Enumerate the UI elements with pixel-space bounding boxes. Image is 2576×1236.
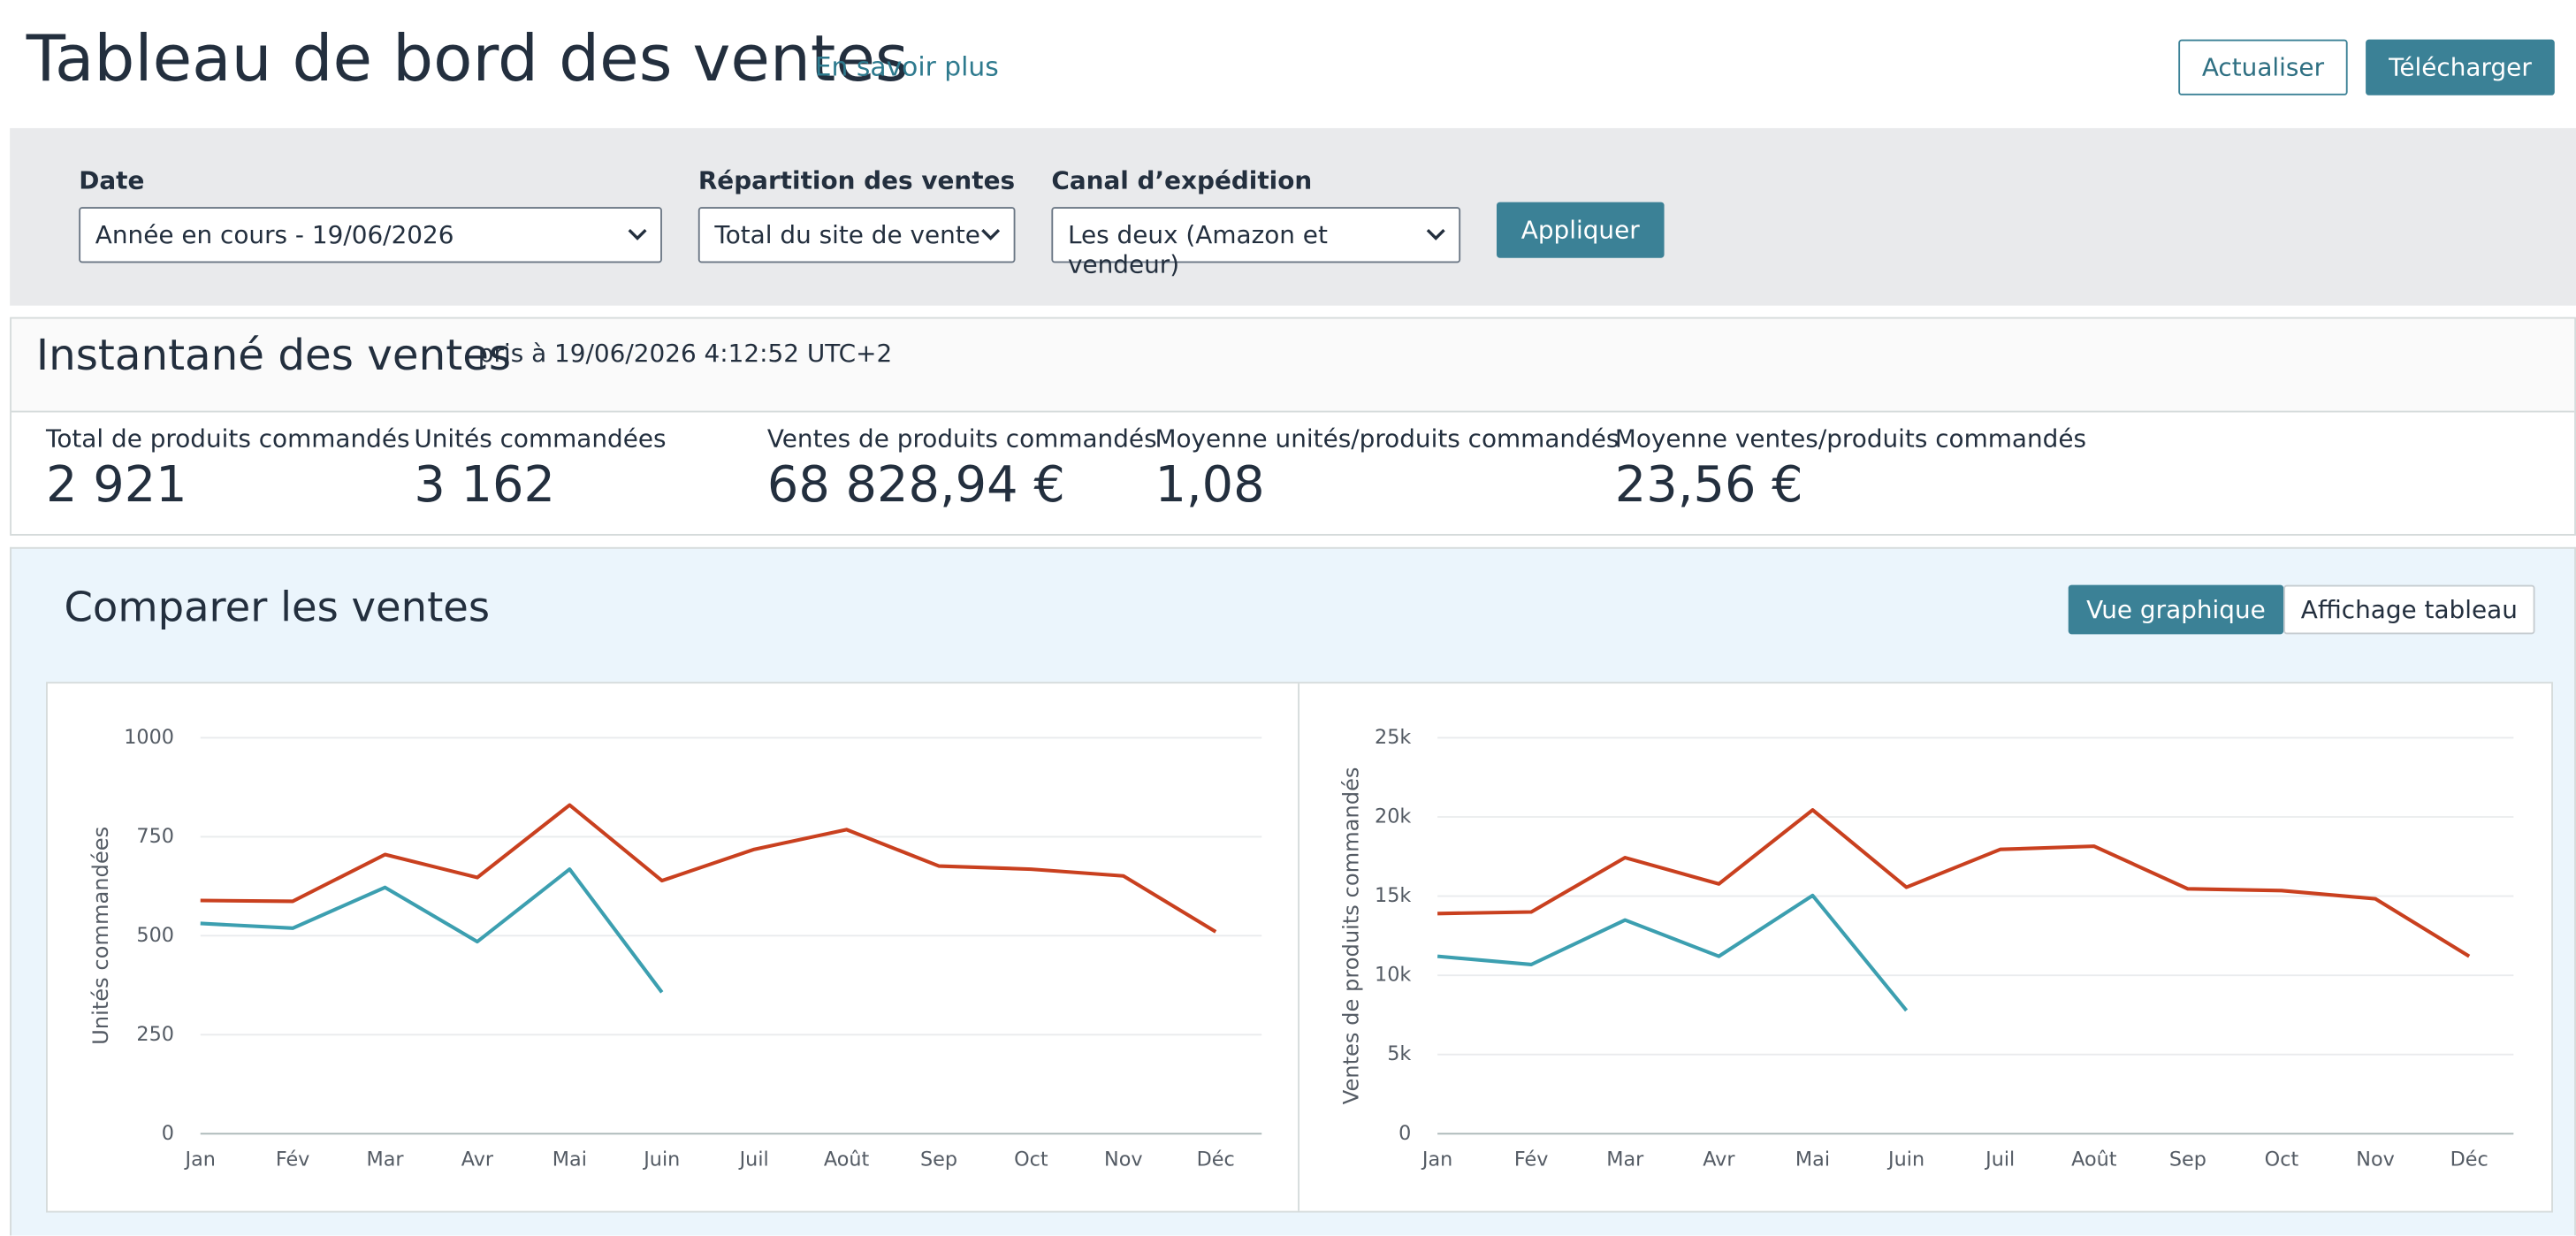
snapshot-header <box>11 318 2575 413</box>
metric-label: Moyenne unités/produits commandés <box>1155 423 1620 454</box>
series-line <box>200 803 1217 934</box>
y-tick-label: 500 <box>136 924 174 947</box>
page-title: Tableau de bord des ventes <box>26 23 909 97</box>
x-tick-label: Oct <box>2265 1148 2299 1171</box>
x-tick-label: Juil <box>738 1148 769 1171</box>
series-line <box>200 867 664 994</box>
x-tick-label: Août <box>2071 1148 2117 1171</box>
filter-label: Canal d’expédition <box>1051 165 1313 196</box>
filter-value: Les deux (Amazon et vendeur) <box>1067 220 1328 279</box>
filter-select[interactable]: Les deux (Amazon et vendeur) <box>1051 207 1461 279</box>
snapshot-panel <box>10 317 2576 536</box>
x-tick-label: Mai <box>553 1148 587 1171</box>
x-tick-label: Avr <box>1703 1148 1735 1171</box>
metric-value: 23,56 € <box>1614 456 1803 515</box>
x-tick-label: Nov <box>1104 1148 1143 1171</box>
apply-button[interactable]: Appliquer <box>1497 202 1665 258</box>
x-tick-label: Jan <box>184 1148 216 1171</box>
x-tick-label: Mar <box>367 1148 405 1171</box>
filter-select[interactable]: Total du site de vente <box>697 207 1016 263</box>
x-tick-label: Août <box>824 1148 870 1171</box>
y-axis-title: Unités commandées <box>88 827 113 1045</box>
learn-more-link[interactable]: En savoir plus <box>814 50 999 82</box>
metric-label: Unités commandées <box>414 423 667 454</box>
metric-value: 1,08 <box>1155 456 1265 515</box>
y-tick-label: 750 <box>136 825 174 848</box>
metric-label: Ventes de produits commandés <box>766 423 1157 454</box>
filter-label: Date <box>79 165 145 196</box>
y-tick-label: 250 <box>136 1023 174 1046</box>
x-tick-label: Sep <box>920 1148 957 1171</box>
x-tick-label: Fév <box>1514 1148 1549 1171</box>
x-tick-label: Mar <box>1606 1148 1644 1171</box>
x-tick-label: Nov <box>2356 1148 2395 1171</box>
metric-label: Moyenne ventes/produits commandés <box>1614 423 2087 454</box>
charts-panel <box>46 682 2553 1213</box>
y-tick-label: 20k <box>1375 805 1411 828</box>
filter-select[interactable]: Année en cours - 19/06/2026 <box>79 207 662 263</box>
snapshot-title: Instantané des ventes <box>35 332 512 382</box>
x-tick-label: Juin <box>642 1148 680 1171</box>
x-tick-label: Jan <box>1421 1148 1452 1171</box>
y-tick-label: 15k <box>1375 884 1411 907</box>
x-tick-label: Fév <box>276 1148 310 1171</box>
y-tick-label: 0 <box>162 1122 174 1145</box>
filter-label: Répartition des ventes <box>697 165 1016 196</box>
y-tick-label: 5k <box>1387 1042 1411 1065</box>
metric-label: Total de produits commandés <box>46 423 410 454</box>
metric-value: 2 921 <box>46 456 187 515</box>
x-tick-label: Juin <box>1886 1148 1924 1171</box>
y-tick-label: 25k <box>1375 726 1411 749</box>
x-tick-label: Oct <box>1014 1148 1048 1171</box>
filter-value: Total du site de vente <box>714 220 980 250</box>
table-view-toggle[interactable]: Affichage tableau <box>2283 584 2535 635</box>
download-button[interactable]: Télécharger <box>2366 39 2555 95</box>
snapshot-timestamp: pris à 19/06/2026 4:12:52 UTC+2 <box>477 338 893 369</box>
x-tick-label: Juil <box>1984 1148 2015 1171</box>
chevron <box>981 228 1001 240</box>
filter-value: Année en cours - 19/06/2026 <box>95 220 454 250</box>
divider <box>1298 683 1299 1211</box>
metric-value: 3 162 <box>414 456 555 515</box>
x-tick-label: Mai <box>1795 1148 1830 1171</box>
x-tick-label: Sep <box>2169 1148 2206 1171</box>
series-line <box>1437 893 1909 1012</box>
chart-view-toggle[interactable]: Vue graphique <box>2068 584 2284 635</box>
y-axis-title: Ventes de produits commandés <box>1338 767 1363 1105</box>
y-tick-label: 10k <box>1375 964 1411 987</box>
x-tick-label: Déc <box>2450 1148 2488 1171</box>
y-tick-label: 1000 <box>124 726 174 749</box>
x-tick-label: Avr <box>461 1148 494 1171</box>
x-tick-label: Déc <box>1197 1148 1235 1171</box>
chevron <box>1426 228 1445 240</box>
compare-title: Comparer les ventes <box>64 583 491 631</box>
chevron <box>628 228 647 240</box>
refresh-button[interactable]: Actualiser <box>2178 39 2348 95</box>
y-tick-label: 0 <box>1399 1122 1411 1145</box>
metric-value: 68 828,94 € <box>766 456 1065 515</box>
series-line <box>1437 808 2471 958</box>
